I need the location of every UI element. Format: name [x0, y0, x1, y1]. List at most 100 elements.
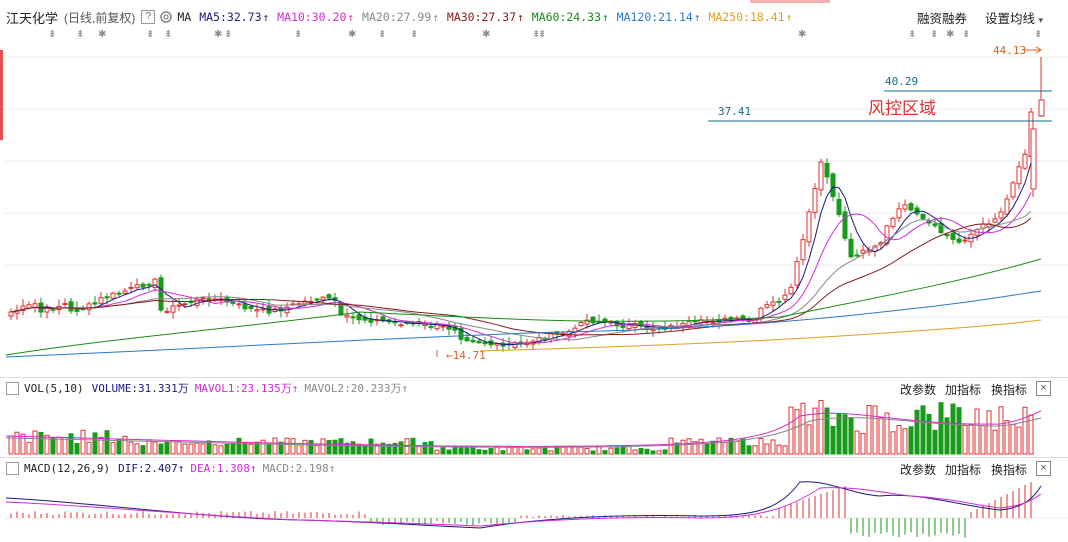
event-star-icon[interactable]: ⇟ [224, 29, 233, 40]
candle-body [782, 294, 788, 300]
event-star-icon[interactable]: ✱ [946, 29, 955, 40]
event-star-icon[interactable]: ⇟ [908, 29, 917, 40]
event-star-icon[interactable]: ⇟ [532, 29, 541, 40]
candle-body [578, 322, 584, 327]
ma-line [10, 217, 1032, 336]
volume-bar [818, 399, 824, 455]
volume-bar [176, 441, 182, 455]
volume-bar [668, 437, 674, 455]
event-star-icon[interactable]: ⇟ [146, 29, 155, 40]
event-star-icon[interactable]: ✱ [348, 29, 357, 40]
candle-body [350, 316, 356, 319]
candle-body [956, 238, 962, 243]
volume-bar [644, 448, 650, 455]
candle-body [248, 305, 254, 309]
volume-bar [146, 439, 152, 455]
candle-body [920, 213, 926, 219]
event-star-icon[interactable]: ⇟ [962, 29, 971, 40]
margin-trading-button[interactable]: 融资融券 [917, 12, 968, 26]
arrow-up-icon: ↑ [249, 461, 257, 475]
event-star-icon[interactable]: ✱ [482, 29, 491, 40]
event-star-icon[interactable]: ✱ [98, 29, 107, 40]
candle-body [806, 211, 812, 243]
volume-bar [752, 445, 758, 455]
level-37-label: 37.41 [718, 105, 752, 118]
ma-line [10, 192, 1032, 345]
volume-bar [164, 441, 170, 455]
volume-bar [602, 450, 608, 455]
ma-value: MA5:32.73 [199, 10, 262, 24]
candle-body [482, 341, 488, 345]
vol-switch-button[interactable]: 换指标 [991, 383, 1028, 397]
volume-header: VOL(5,10) VOLUME:31.331万 MAVOL1:23.135万 … [6, 380, 408, 396]
indicator-icon[interactable] [6, 381, 19, 395]
volume-bar [380, 442, 386, 455]
macd-params-button[interactable]: 改参数 [900, 463, 937, 477]
vol-params-button[interactable]: 改参数 [900, 383, 937, 397]
arrow-up-icon: ↑ [785, 11, 793, 24]
volume-bar [932, 429, 938, 455]
volume-bar [296, 444, 302, 455]
event-star-icon[interactable]: ⇟ [410, 29, 419, 40]
event-star-icon[interactable]: ⇟ [164, 29, 173, 40]
gear-icon[interactable] [159, 10, 173, 24]
event-star-icon[interactable]: ⇟ [538, 29, 547, 40]
candle-body [164, 310, 170, 313]
volume-bar [170, 440, 176, 455]
volume-bar [902, 428, 908, 455]
event-star-icon[interactable]: ⇟ [1034, 29, 1043, 40]
volume-bar [512, 446, 518, 455]
volume-bar [398, 441, 404, 455]
volume-bar [518, 446, 524, 455]
volume-bar [842, 414, 848, 455]
macd-add-button[interactable]: 加指标 [945, 463, 982, 477]
candle-body [446, 325, 452, 330]
volume-bar [548, 450, 554, 455]
vol-close-icon[interactable]: × [1036, 381, 1051, 396]
event-star-icon[interactable]: ⇟ [294, 29, 303, 40]
arrow-right-icon [1035, 46, 1042, 54]
candle-body [104, 296, 110, 299]
candle-body [824, 162, 830, 178]
volume-bar [914, 409, 920, 455]
vol-name: VOL(5,10) [24, 381, 84, 395]
ma-settings-button[interactable]: 设置均线 ▾ [985, 8, 1043, 27]
adjust-mode[interactable]: (日线,前复权) [64, 10, 136, 25]
candle-body [458, 328, 464, 340]
volume-bar [50, 437, 56, 455]
volume-bar [896, 424, 902, 455]
candle-body [842, 211, 848, 239]
event-star-icon[interactable]: ⇟ [378, 29, 387, 40]
macd-switch-button[interactable]: 换指标 [991, 463, 1028, 477]
volume-bar [14, 431, 20, 455]
help-icon[interactable]: ? [141, 10, 156, 24]
volume-bar [848, 417, 854, 455]
event-star-icon[interactable]: ✱ [214, 29, 223, 40]
ma250-line [479, 319, 1042, 352]
volume-bar [1010, 423, 1016, 455]
volume-bar [836, 413, 842, 455]
candle-body [434, 324, 440, 330]
low-price-value: 14.71 [452, 349, 486, 362]
volume-bar [908, 426, 914, 455]
indicator-icon[interactable] [6, 461, 19, 475]
ma-item-3: MA30:27.37↑ [447, 10, 524, 24]
event-star-icon[interactable]: ✱ [798, 29, 807, 40]
candle-body [830, 173, 836, 198]
mavol2-line [5, 417, 1042, 448]
event-star-icon[interactable]: ⇟ [48, 29, 57, 40]
volume-bar [740, 438, 746, 455]
candle-body [398, 324, 404, 327]
arrow-up-icon: ↑ [432, 11, 439, 24]
vol-add-button[interactable]: 加指标 [945, 383, 982, 397]
event-star-icon[interactable]: ⇟ [930, 29, 939, 40]
volume-bar [986, 410, 992, 455]
candle-body [962, 239, 968, 242]
macd-close-icon[interactable]: × [1036, 461, 1051, 476]
volume-bar [782, 445, 788, 455]
macd-chart [4, 481, 1068, 538]
volume-bar [830, 425, 836, 455]
volume-bar [110, 442, 116, 455]
volume-bar [200, 443, 206, 455]
event-star-icon[interactable]: ⇟ [76, 29, 85, 40]
